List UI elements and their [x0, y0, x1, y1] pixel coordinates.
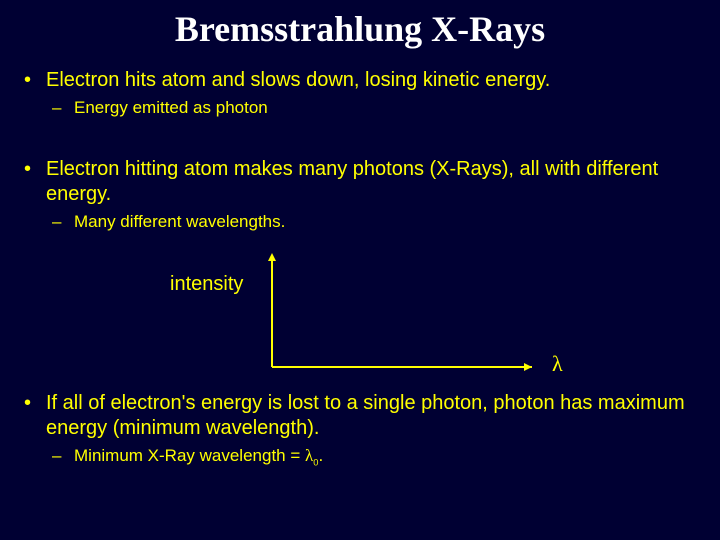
bullet-list-2: If all of electron's energy is lost to a…	[18, 391, 702, 469]
bullet-1: Electron hits atom and slows down, losin…	[18, 68, 702, 93]
y-axis-label: intensity	[170, 273, 243, 296]
chart-axes	[268, 249, 548, 379]
bullet-3a-suffix: .	[318, 446, 323, 465]
slide-title: Bremsstrahlung X-Rays	[18, 8, 702, 50]
bullet-3: If all of electron's energy is lost to a…	[18, 391, 702, 441]
spacer	[18, 119, 702, 157]
bullet-3a-prefix: Minimum X-Ray wavelength =	[74, 446, 305, 465]
y-axis-arrow	[268, 253, 276, 261]
bullet-2: Electron hitting atom makes many photons…	[18, 157, 702, 207]
x-axis-label: λ	[552, 351, 563, 377]
x-axis-arrow	[524, 363, 532, 371]
bullet-3a: Minimum X-Ray wavelength = λ0.	[18, 445, 702, 469]
intensity-chart: intensity λ	[18, 239, 702, 389]
bullet-2a: Many different wavelengths.	[18, 211, 702, 233]
bullet-list: Electron hits atom and slows down, losin…	[18, 68, 702, 233]
bullet-1a: Energy emitted as photon	[18, 97, 702, 119]
